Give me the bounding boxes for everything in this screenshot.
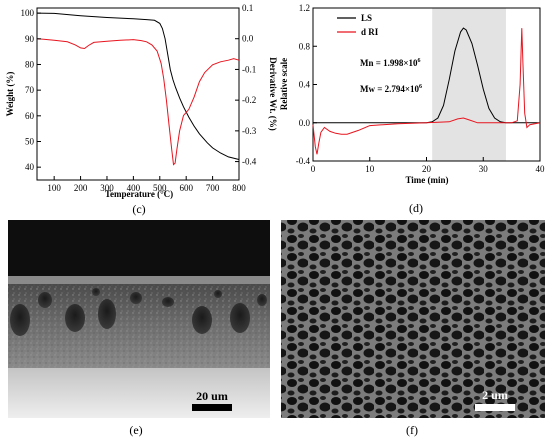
gpc-plot-frame (312, 7, 541, 162)
elution-shaded-region (432, 8, 506, 161)
sem-e-macrovoids (10, 288, 267, 336)
tga-x-axis-label: Temperature (°C) (105, 189, 173, 199)
tga-x-tick-label: 700 (206, 183, 220, 193)
sem-image-e: 20 um (e) (8, 220, 270, 437)
gpc-x-tick-label: 30 (479, 164, 489, 174)
sem-e-scale-bar (192, 404, 232, 411)
gpc-y-tick-label: 0.4 (299, 80, 311, 90)
sem-f-foam-texture (281, 220, 545, 418)
sem-f-scale-bar (475, 404, 515, 411)
sem-f-scale-label: 2 um (482, 388, 508, 402)
gpc-x-tick-label: 0 (311, 164, 316, 174)
tga-x-tick-label: 800 (232, 183, 246, 193)
tga-chart: 100 200 300 400 500 600 700 800 40 50 60 70 80 90 100… (5, 3, 278, 216)
gpc-x-tick-label: 40 (536, 164, 546, 174)
tga-x-tick-label: 300 (100, 183, 114, 193)
gpc-x-tick-label: 10 (365, 164, 375, 174)
gpc-legend: LS d RI (337, 13, 379, 37)
sem-e-scale-label: 20 um (196, 389, 228, 403)
gpc-x-axis-label: Time (min) (405, 175, 448, 185)
legend-label-ls: LS (361, 13, 372, 23)
tga-series-derivative-line (36, 38, 240, 166)
panel-f-caption: (f) (406, 423, 418, 437)
tga-y-tick-label: 50 (25, 136, 35, 146)
tga-y-right-tick-label: -0.4 (242, 157, 257, 167)
mw-annotation: Mw = 2.794×106 (360, 84, 422, 94)
tga-x-tick-label: 200 (74, 183, 88, 193)
tga-series-weight-line (36, 12, 240, 160)
gpc-series-d-ri-line (312, 28, 541, 155)
tga-y-axis-label: Weight (%) (5, 72, 15, 117)
tga-y-tick-label: 90 (25, 34, 35, 44)
gpc-y-tick-label: 1.2 (299, 3, 310, 13)
tga-y-tick-label: 40 (25, 162, 35, 172)
tga-y-tick-label: 80 (25, 59, 35, 69)
tga-y-tick-label: 70 (25, 85, 35, 95)
panel-d-caption: (d) (409, 201, 423, 215)
tga-x-tick-label: 600 (179, 183, 193, 193)
sem-f-shading (281, 220, 545, 418)
gpc-series-ls-line (313, 27, 540, 124)
legend-label-dri: d RI (361, 27, 379, 37)
gpc-x-tick-label: 20 (422, 164, 432, 174)
tga-y-tick-label: 100 (21, 8, 35, 18)
tga-x-tick-label: 500 (153, 183, 167, 193)
tga-y-tick-label: 60 (25, 111, 35, 121)
panel-e-caption: (e) (129, 423, 142, 437)
tga-y-axis-right-label: Derivative Wt. (%) (268, 57, 278, 131)
mn-annotation: Mn = 1.998×106 (360, 58, 421, 68)
tga-y-right-tick-label: -0.1 (242, 64, 256, 74)
gpc-y-tick-label: 0.0 (299, 118, 311, 128)
tga-y-right-tick-label: -0.3 (242, 126, 257, 136)
gpc-chart: 0 10 20 30 40 -0.4 0.0 0.4 0.8 1.2 LS d RI Mn = … (279, 3, 545, 215)
gpc-y-tick-label: 0.8 (299, 41, 311, 51)
tga-y-right-tick-label: 0.1 (242, 3, 253, 13)
panel-c-caption: (c) (132, 202, 145, 216)
sem-e-skin-layer (8, 276, 270, 286)
tga-x-tick-label: 400 (127, 183, 141, 193)
tga-x-tick-label: 100 (47, 183, 61, 193)
gpc-y-tick-label: -0.4 (296, 156, 311, 166)
tga-y-right-tick-label: -0.2 (242, 95, 256, 105)
gpc-y-axis-label: Relative scale (279, 58, 289, 110)
tga-plot-frame (36, 7, 240, 181)
sem-image-f: 2 um (f) (281, 220, 545, 437)
tga-y-right-tick-label: 0.0 (242, 34, 254, 44)
